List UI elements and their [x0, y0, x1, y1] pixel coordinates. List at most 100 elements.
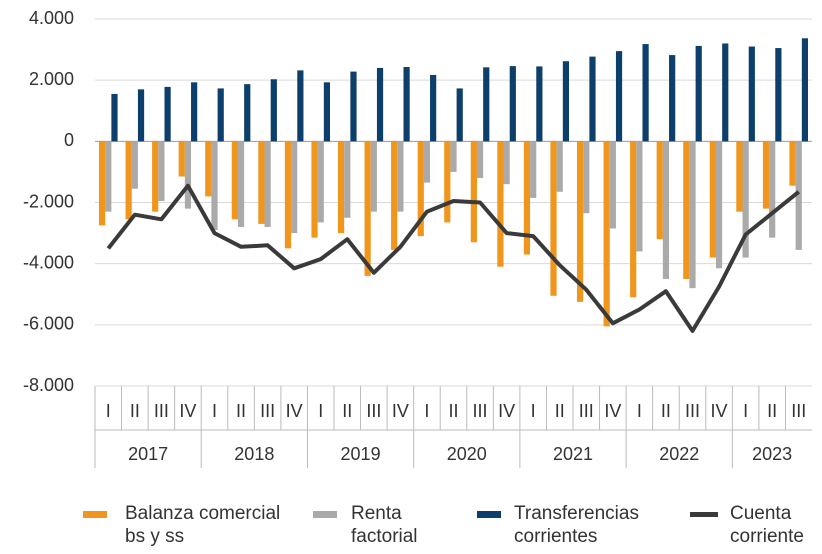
bar [530, 141, 537, 198]
bar [364, 141, 371, 276]
legend-label: Renta factorial [351, 503, 418, 547]
y-tick-label: -6.000 [23, 314, 74, 334]
bar [669, 55, 676, 142]
x-tick-label: III [791, 401, 806, 421]
x-group-label: 2021 [553, 444, 593, 464]
bar [550, 141, 557, 296]
x-tick-label: I [743, 401, 748, 421]
legend-swatch [477, 511, 501, 518]
x-group-label: 2020 [447, 444, 487, 464]
bar [217, 88, 224, 142]
bar [762, 141, 770, 209]
bar [562, 61, 570, 142]
bar [137, 89, 145, 142]
bar [270, 79, 277, 142]
x-tick-label: IV [604, 401, 621, 421]
bar [376, 67, 384, 142]
bar [609, 141, 616, 229]
legend-label: Transferencias corrientes [514, 503, 639, 547]
x-tick-label: III [154, 401, 169, 421]
bar [503, 141, 510, 185]
bar [164, 86, 171, 142]
bar [430, 74, 437, 142]
bar [211, 141, 218, 231]
bar [801, 38, 809, 142]
bar [523, 141, 531, 255]
bar [636, 141, 643, 252]
bar [583, 141, 590, 214]
x-tick-label: IV [392, 401, 409, 421]
bar [370, 141, 377, 212]
x-tick-label: I [424, 401, 429, 421]
bar [244, 84, 251, 142]
x-tick-label: I [531, 401, 536, 421]
bar [184, 141, 192, 209]
bar [350, 71, 357, 142]
bar [709, 141, 716, 258]
x-tick-label: I [637, 401, 642, 421]
x-tick-label: IV [179, 401, 196, 421]
bar [736, 141, 743, 212]
bar [509, 66, 516, 142]
bar [715, 141, 723, 269]
bar [258, 141, 265, 224]
x-tick-label: IV [286, 401, 303, 421]
bar [662, 141, 670, 279]
bar [231, 141, 238, 220]
x-tick-label: III [260, 401, 275, 421]
bar [556, 141, 563, 192]
bar [536, 66, 543, 142]
x-tick-label: III [579, 401, 594, 421]
x-tick-label: II [555, 401, 565, 421]
bar [450, 141, 457, 172]
bar [589, 56, 596, 142]
bar [497, 141, 504, 267]
bar [444, 141, 451, 223]
bar [111, 93, 118, 142]
bar [615, 51, 623, 142]
x-tick-label: IV [711, 401, 728, 421]
bar [152, 141, 159, 212]
legend-swatch [83, 511, 107, 518]
x-group-label: 2017 [128, 444, 168, 464]
x-group-label: 2022 [659, 444, 699, 464]
bar [603, 141, 610, 327]
bar [748, 46, 755, 142]
x-tick-label: II [767, 401, 777, 421]
bar [205, 141, 212, 197]
bar [795, 141, 802, 250]
x-tick-label: III [685, 401, 700, 421]
bar [311, 141, 318, 238]
bar [317, 141, 324, 223]
bar [476, 141, 484, 179]
y-tick-label: -2.000 [23, 191, 74, 211]
x-tick-label: II [342, 401, 352, 421]
x-tick-label: II [236, 401, 246, 421]
bar [237, 141, 245, 227]
bar [769, 141, 776, 238]
x-tick-label: I [318, 401, 323, 421]
x-tick-label: III [366, 401, 381, 421]
bar [695, 45, 702, 142]
bar [178, 141, 185, 177]
bar [417, 141, 424, 237]
line [106, 183, 800, 333]
bar [630, 141, 637, 298]
bar [297, 70, 304, 142]
bar [291, 141, 298, 234]
bar [284, 141, 292, 249]
bar [722, 43, 729, 142]
y-tick-label: 0 [64, 130, 74, 150]
x-tick-label: I [212, 401, 217, 421]
bar [105, 141, 112, 212]
legend-label: Cuenta corriente [730, 503, 804, 547]
x-tick-label: II [661, 401, 671, 421]
bar [158, 141, 165, 201]
bar [483, 67, 490, 142]
bar [344, 141, 351, 218]
bar [131, 141, 138, 189]
bar [742, 141, 749, 258]
y-tick-label: 4.000 [29, 8, 74, 28]
